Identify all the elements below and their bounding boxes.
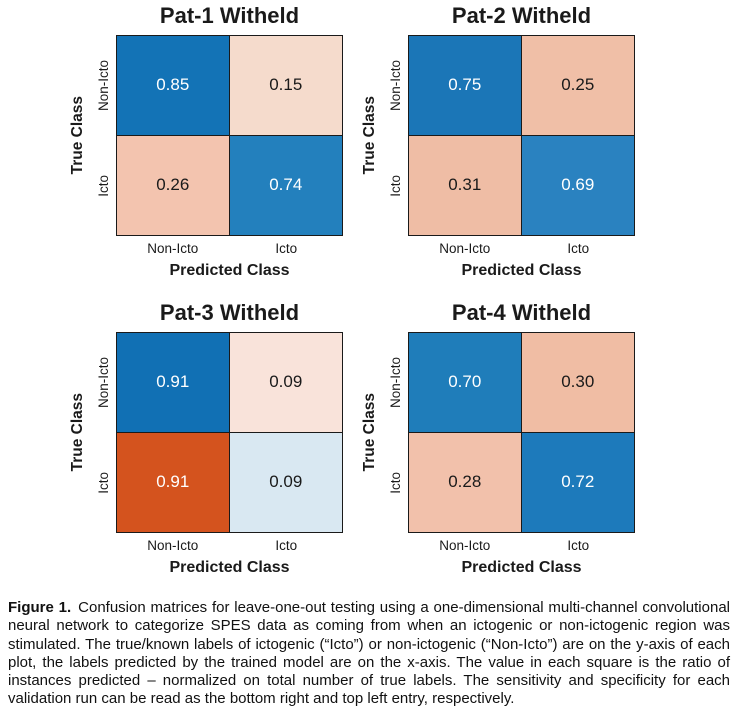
matrix-cell-tr: 0.09 [229,333,342,433]
confusion-matrix-pat-3: 0.91 0.09 0.91 0.09 [116,332,343,533]
plot-title-pat-2: Pat-2 Witheld [451,3,592,28]
y-axis-label-column: True Class [66,332,90,533]
panel-pat-1: Pat-1 Witheld True Class Non-Icto Icto 0… [0,0,369,297]
figure-caption-label: Figure 1. [8,599,72,616]
matrix-cell-tl: 0.75 [409,36,522,136]
x-tick-label-icto: Icto [275,537,298,553]
plot-area: True Class Non-Icto Icto 0.91 0.09 0.91 … [66,332,369,533]
figure-caption: Figure 1. Confusion matrices for leave-on… [0,592,738,709]
y-tick-label-icto: Icto [387,174,403,197]
y-tick-column: Non-Icto Icto [90,35,116,236]
y-tick-column: Non-Icto Icto [382,35,408,236]
x-tick-label-non-icto: Non-Icto [439,240,491,256]
panel-pat-2: Pat-2 Witheld True Class Non-Icto Icto 0… [361,0,738,297]
matrix-cell-br: 0.72 [521,432,634,532]
matrix-cell-bl: 0.91 [117,432,230,532]
matrix-cell-tr: 0.15 [229,36,342,136]
y-axis-label-column: True Class [66,35,90,236]
plot-title-pat-4: Pat-4 Witheld [451,300,592,325]
x-tick-row: Non-Icto Icto [116,236,343,260]
y-tick-row-1: Icto [90,433,116,534]
x-axis-label: Predicted Class [169,262,290,279]
y-tick-label-non-icto: Non-Icto [95,59,111,111]
x-tick-label-non-icto: Non-Icto [439,537,491,553]
x-tick-label-non-icto: Non-Icto [147,240,199,256]
x-tick-label-non-icto: Non-Icto [147,537,199,553]
plot-title-pat-3: Pat-3 Witheld [159,300,300,325]
matrix-cell-tl: 0.70 [409,333,522,433]
y-tick-label-icto: Icto [387,471,403,494]
matrix-cell-tr: 0.25 [521,36,634,136]
y-tick-row-0: Non-Icto [382,332,408,433]
y-tick-row-0: Non-Icto [90,332,116,433]
matrix-cell-tr: 0.30 [521,333,634,433]
y-tick-row-0: Non-Icto [90,35,116,136]
confusion-matrix-pat-4: 0.70 0.30 0.28 0.72 [408,332,635,533]
y-tick-label-icto: Icto [95,471,111,494]
y-axis-label: True Class [361,96,378,175]
matrix-cell-bl: 0.26 [117,135,230,235]
confusion-matrix-pat-2: 0.75 0.25 0.31 0.69 [408,35,635,236]
x-axis-label: Predicted Class [461,262,582,279]
confusion-matrix-pat-1: 0.85 0.15 0.26 0.74 [116,35,343,236]
x-tick-row: Non-Icto Icto [116,533,343,557]
x-tick-row: Non-Icto Icto [408,533,635,557]
y-tick-column: Non-Icto Icto [382,332,408,533]
plot-area: True Class Non-Icto Icto 0.75 0.25 0.31 … [358,35,738,236]
y-axis-label: True Class [361,393,378,472]
matrix-cell-br: 0.74 [229,135,342,235]
y-axis-label-column: True Class [358,35,382,236]
plot-area: True Class Non-Icto Icto 0.85 0.15 0.26 … [66,35,369,236]
plot-title-pat-1: Pat-1 Witheld [159,3,300,28]
x-tick-label-icto: Icto [567,240,590,256]
plot-area: True Class Non-Icto Icto 0.70 0.30 0.28 … [358,332,738,533]
matrix-cell-tl: 0.91 [117,333,230,433]
matrix-cell-bl: 0.31 [409,135,522,235]
y-tick-row-1: Icto [90,136,116,237]
x-tick-label-icto: Icto [567,537,590,553]
y-tick-label-non-icto: Non-Icto [387,356,403,408]
confusion-matrix-grid: Pat-1 Witheld True Class Non-Icto Icto 0… [0,0,738,592]
y-axis-label: True Class [69,96,86,175]
y-tick-label-icto: Icto [95,174,111,197]
y-tick-label-non-icto: Non-Icto [95,356,111,408]
matrix-cell-bl: 0.28 [409,432,522,532]
y-tick-row-1: Icto [382,136,408,237]
y-axis-label: True Class [69,393,86,472]
x-axis-label: Predicted Class [461,559,582,576]
y-axis-label-column: True Class [358,332,382,533]
y-tick-label-non-icto: Non-Icto [387,59,403,111]
x-axis-label: Predicted Class [169,559,290,576]
matrix-cell-br: 0.69 [521,135,634,235]
x-tick-row: Non-Icto Icto [408,236,635,260]
matrix-cell-tl: 0.85 [117,36,230,136]
y-tick-row-0: Non-Icto [382,35,408,136]
x-tick-label-icto: Icto [275,240,298,256]
matrix-cell-br: 0.09 [229,432,342,532]
y-tick-row-1: Icto [382,433,408,534]
panel-pat-4: Pat-4 Witheld True Class Non-Icto Icto 0… [361,297,738,592]
y-tick-column: Non-Icto Icto [90,332,116,533]
figure-caption-text: Confusion matrices for leave-one-out tes… [8,599,730,708]
panel-pat-3: Pat-3 Witheld True Class Non-Icto Icto 0… [0,297,369,592]
